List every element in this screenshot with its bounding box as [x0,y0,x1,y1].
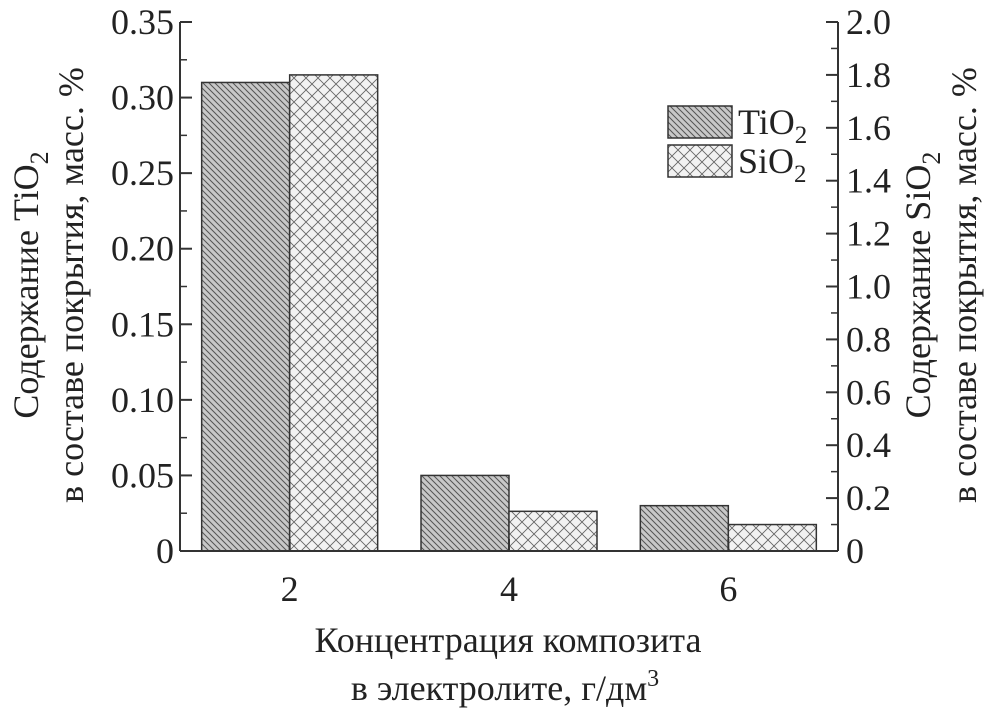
x-label-line2: в электролите, г/дм3 [351,666,659,708]
bars-layer [200,74,818,552]
y-right-tick-label: 1.4 [846,161,891,201]
legend-swatch-tio2 [667,105,733,139]
y-left-tick-label: 0.35 [111,2,174,42]
y-right-tick-label: 1.0 [846,267,891,307]
y-right-tick-label: 0.4 [846,425,891,465]
legend-label-sio2: SiO2 [738,141,807,188]
y-right-tick-label: 1.2 [846,214,891,254]
y-left-tick-label: 0.05 [111,455,174,495]
y-left-label-line1: Содержание TiO2 [6,151,54,418]
y-left-tick-label: 0 [156,531,174,571]
legend: TiO2 SiO2 [667,102,807,188]
y-right-tick-label: 2.0 [846,2,891,42]
y-left-tick-label: 0.25 [111,153,174,193]
x-label-line1: Концентрация композита [315,620,702,660]
x-tick-label: 4 [500,569,518,609]
y-right-label-line1: Содержание SiO2 [898,152,946,419]
y-right-tick-label: 1.6 [846,108,891,148]
bar-tio2 [200,81,291,552]
y-right-label-line2: в составе покрытия, масс. % [944,67,984,503]
y-left-label-line2: в составе покрытия, масс. % [51,67,91,503]
y-right-tick-label: 1.8 [846,55,891,95]
legend-swatch-sio2 [667,144,733,178]
bar-sio2 [727,523,818,552]
x-tick-label: 6 [719,569,737,609]
axes-layer: 0 0.05 0.10 0.15 0.20 0.25 0.30 0.35 0 0.2 0.4 0.6 0… [111,2,891,609]
bar-tio2 [639,504,730,552]
y-left-tick-label: 0.10 [111,380,174,420]
y-right-tick-label: 0 [846,531,864,571]
y-right-tick-label: 0.6 [846,372,891,412]
bar-sio2 [508,510,598,552]
y-left-tick-label: 0.20 [111,229,174,269]
y-left-tick-label: 0.15 [111,304,174,344]
bar-sio2 [288,74,379,552]
bar-tio2 [420,474,510,552]
y-right-tick-label: 0.8 [846,319,891,359]
x-tick-label: 2 [281,569,299,609]
legend-label-tio2: TiO2 [738,102,807,149]
y-right-tick-label: 0.2 [846,478,891,518]
y-left-tick-label: 0.30 [111,78,174,118]
